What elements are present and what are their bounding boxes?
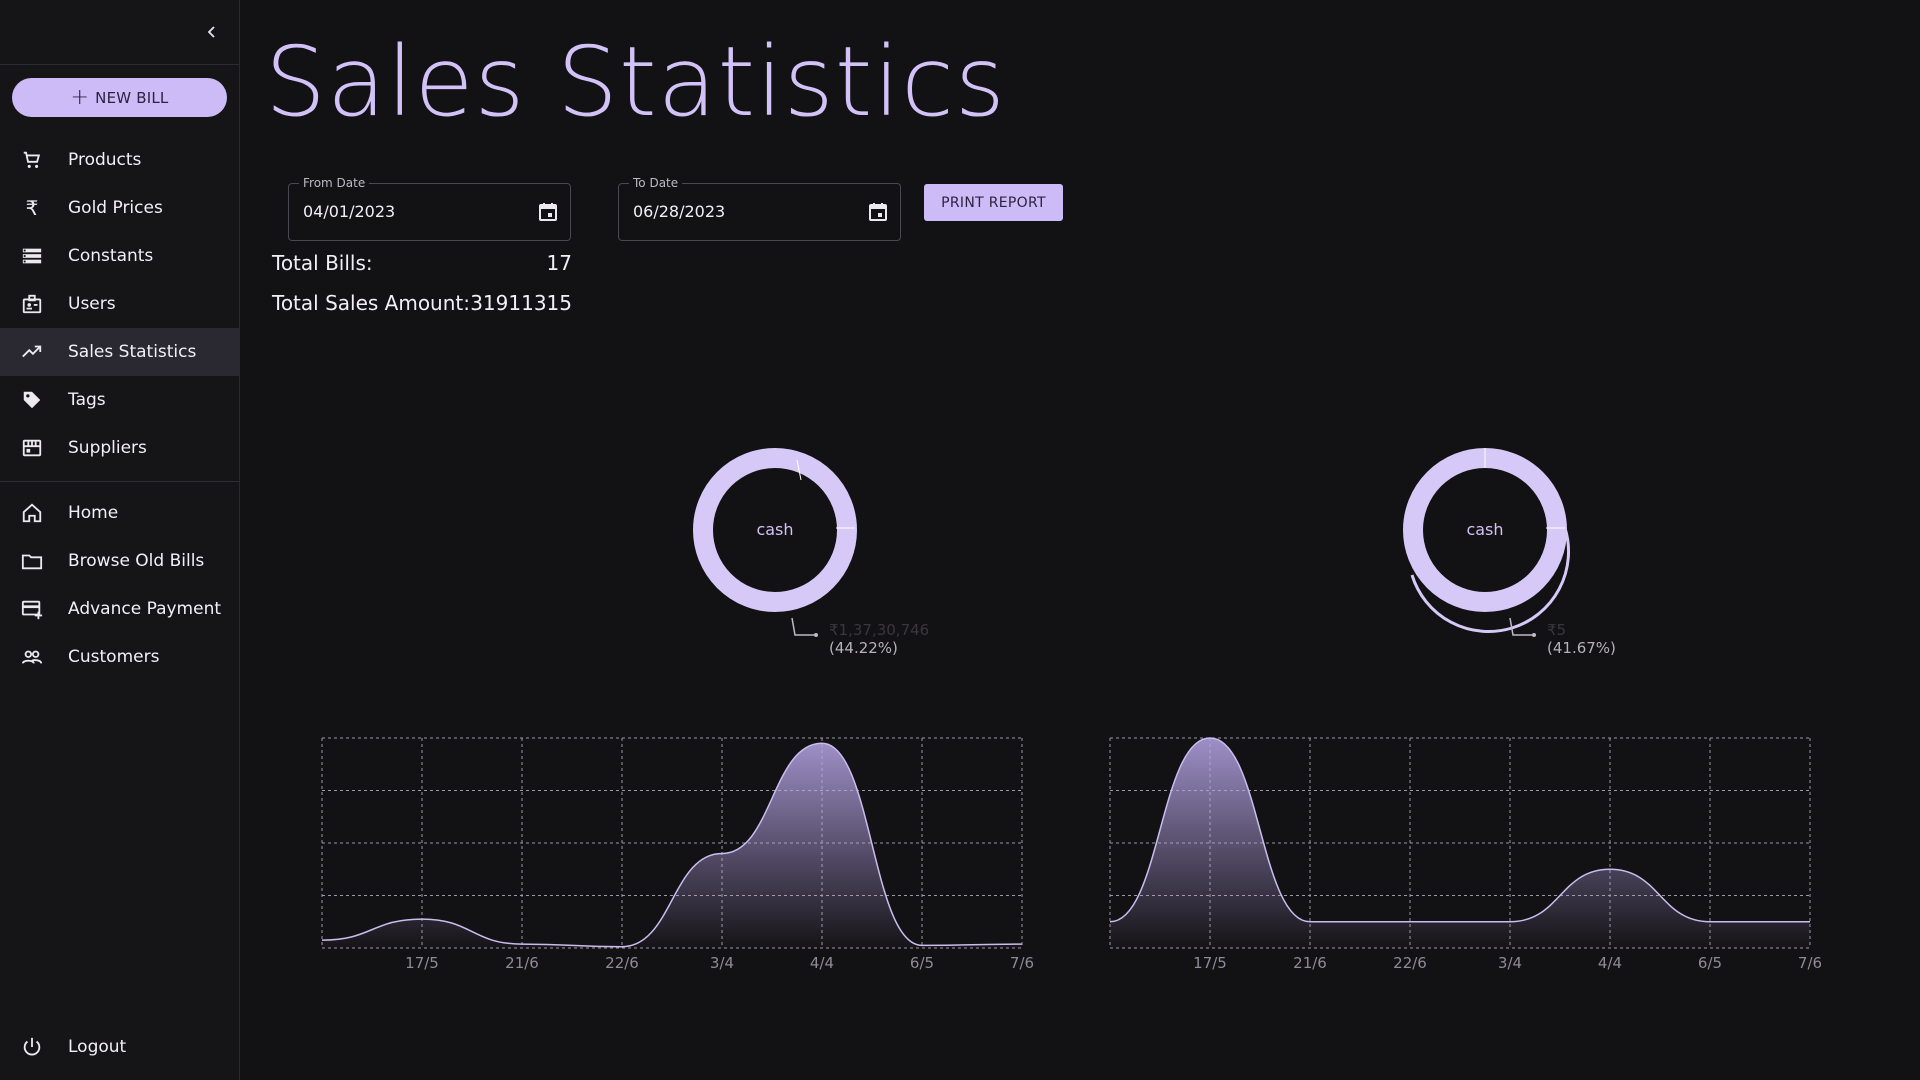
- sidebar-item-label: Sales Statistics: [68, 342, 197, 362]
- card-plus-icon: [20, 597, 44, 621]
- x-tick-label: 17/5: [1193, 954, 1227, 972]
- tag-icon: [20, 388, 44, 412]
- donut-ring: [693, 448, 857, 612]
- total-bills-label: Total Bills:: [272, 251, 373, 275]
- sidebar-item-advance-payment[interactable]: Advance Payment: [0, 585, 239, 633]
- sidebar-item-label: Home: [68, 503, 119, 523]
- donut-center-label: cash: [756, 520, 793, 539]
- x-tick-label: 6/5: [1698, 954, 1722, 972]
- x-tick-label: 21/6: [505, 954, 539, 972]
- sidebar-item-gold-prices[interactable]: ₹ Gold Prices: [0, 184, 239, 232]
- donut-center-label: cash: [1466, 520, 1503, 539]
- sidebar-item-suppliers[interactable]: Suppliers: [0, 424, 239, 472]
- slice-value-label: ₹5: [1547, 621, 1566, 639]
- home-icon: [20, 501, 44, 525]
- calendar-icon[interactable]: [536, 200, 560, 224]
- total-sales-label: Total Sales Amount:: [272, 291, 470, 315]
- x-tick-label: 7/6: [1798, 954, 1822, 972]
- logout-label: Logout: [68, 1037, 127, 1057]
- series-line: [321, 742, 1023, 948]
- sidebar-item-label: Gold Prices: [68, 198, 163, 218]
- donut-chart-1: cash ₹1,37,30,746 (44.22%): [693, 448, 929, 657]
- from-date-field[interactable]: From Date 04/01/2023: [288, 176, 571, 241]
- power-icon: [20, 1035, 44, 1059]
- sidebar-item-home[interactable]: Home: [0, 489, 239, 537]
- folder-icon: [20, 549, 44, 573]
- total-sales-value: 31911315: [470, 291, 572, 315]
- sidebar: + NEW BILL Products ₹ Gold Prices Consta…: [0, 0, 240, 1080]
- sidebar-item-users[interactable]: Users: [0, 280, 239, 328]
- sidebar-item-tags[interactable]: Tags: [0, 376, 239, 424]
- area-fill: [322, 743, 1022, 948]
- new-bill-button[interactable]: + NEW BILL: [12, 78, 227, 117]
- x-tick-label: 4/4: [810, 954, 834, 972]
- area-chart-1: 17/5 21/6 22/6 3/4 4/4 6/5 7/6: [321, 737, 1034, 972]
- new-bill-label: NEW BILL: [95, 88, 169, 107]
- people-icon: [20, 645, 44, 669]
- sidebar-item-constants[interactable]: Constants: [0, 232, 239, 280]
- rupee-icon: ₹: [25, 196, 39, 220]
- collapse-sidebar-button[interactable]: [200, 20, 224, 44]
- sidebar-item-label: Products: [68, 150, 142, 170]
- calendar-icon[interactable]: [866, 200, 890, 224]
- logout-button[interactable]: Logout: [0, 1023, 239, 1071]
- sidebar-item-label: Users: [68, 294, 116, 314]
- print-report-button[interactable]: PRINT REPORT: [924, 184, 1063, 221]
- sidebar-item-label: Browse Old Bills: [68, 551, 205, 571]
- sidebar-item-label: Customers: [68, 647, 160, 667]
- slice-percent-label: (41.67%): [1547, 639, 1616, 657]
- sidebar-item-browse-old-bills[interactable]: Browse Old Bills: [0, 537, 239, 585]
- sidebar-item-label: Advance Payment: [68, 599, 222, 619]
- x-tick-label: 3/4: [1498, 954, 1522, 972]
- donut-highlight: [729, 527, 857, 601]
- chevron-left-icon: [207, 26, 215, 38]
- divider: [0, 481, 239, 482]
- x-tick-label: 7/6: [1010, 954, 1034, 972]
- trending-up-icon: [20, 340, 44, 364]
- leader-line: [1509, 617, 1534, 636]
- series-line: [1109, 737, 1810, 923]
- slice-value-label: ₹1,37,30,746: [829, 621, 929, 639]
- sidebar-item-label: Suppliers: [68, 438, 147, 458]
- x-tick-label: 6/5: [910, 954, 934, 972]
- cart-icon: [20, 148, 44, 172]
- page-title: Sales Statistics: [265, 26, 1006, 138]
- to-date-field[interactable]: To Date 06/28/2023: [618, 176, 901, 241]
- plus-icon: +: [70, 84, 90, 110]
- sidebar-item-customers[interactable]: Customers: [0, 633, 239, 681]
- badge-icon: [20, 292, 44, 316]
- to-date-value: 06/28/2023: [633, 202, 726, 221]
- area-fill: [1110, 738, 1810, 948]
- area-chart-2: 17/5 21/6 22/6 3/4 4/4 6/5 7/6: [1109, 737, 1822, 972]
- donut-chart-2: cash ₹5 (41.67%): [1403, 448, 1616, 657]
- sidebar-item-label: Tags: [68, 390, 106, 410]
- sidebar-item-label: Constants: [68, 246, 154, 266]
- total-bills-value: 17: [546, 251, 572, 275]
- x-tick-label: 17/5: [405, 954, 439, 972]
- x-tick-label: 3/4: [710, 954, 734, 972]
- divider: [0, 64, 239, 65]
- x-tick-label: 4/4: [1598, 954, 1622, 972]
- from-date-label: From Date: [299, 176, 370, 190]
- x-tick-label: 22/6: [605, 954, 639, 972]
- slice-percent-label: (44.22%): [829, 639, 898, 657]
- from-date-value: 04/01/2023: [303, 202, 396, 221]
- leader-dot: [1532, 633, 1536, 637]
- leader-dot: [814, 633, 818, 637]
- donut-separator: [796, 459, 802, 481]
- list-icon: [20, 244, 44, 268]
- leader-line: [791, 617, 816, 636]
- store-icon: [20, 436, 44, 460]
- sidebar-item-sales-statistics[interactable]: Sales Statistics: [0, 328, 239, 376]
- x-tick-label: 22/6: [1393, 954, 1427, 972]
- x-tick-label: 21/6: [1293, 954, 1327, 972]
- sidebar-item-products[interactable]: Products: [0, 136, 239, 184]
- to-date-label: To Date: [629, 176, 683, 190]
